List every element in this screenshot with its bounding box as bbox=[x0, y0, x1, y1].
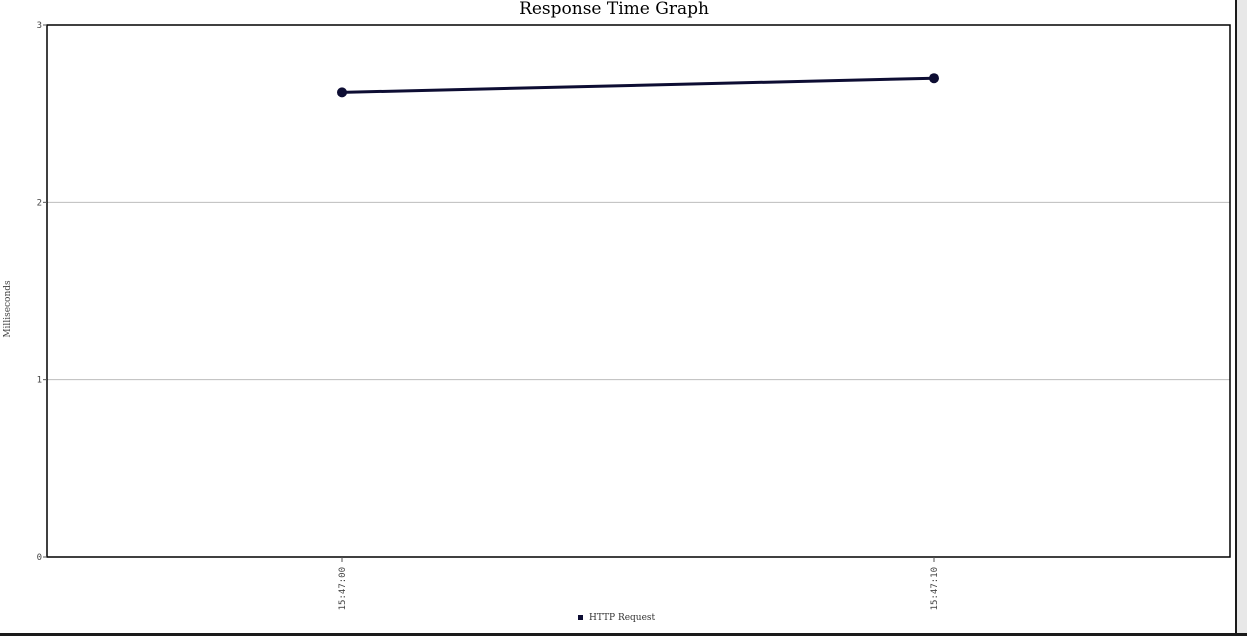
y-axis: 0 1 2 3 bbox=[37, 21, 47, 563]
y-tick-label: 1 bbox=[37, 376, 42, 386]
window-edge-right bbox=[1235, 0, 1247, 636]
y-axis-label: Milliseconds bbox=[3, 280, 13, 338]
data-point bbox=[929, 73, 939, 84]
plot-area bbox=[46, 24, 1231, 558]
x-axis: 15:47:00 15:47:10 bbox=[338, 557, 940, 610]
y-tick-label: 0 bbox=[37, 553, 42, 563]
x-tick-label: 15:47:10 bbox=[930, 567, 940, 610]
legend-swatch bbox=[578, 615, 583, 620]
y-tick-label: 2 bbox=[37, 198, 42, 208]
grid-layer bbox=[47, 201, 1230, 381]
x-tick-label: 15:47:00 bbox=[338, 567, 348, 610]
legend: HTTP Request bbox=[578, 613, 656, 623]
y-tick-label: 3 bbox=[37, 21, 42, 31]
series-layer bbox=[337, 73, 939, 98]
window-edge-bottom bbox=[0, 633, 1247, 636]
series-line bbox=[341, 76, 935, 94]
chart-title: Response Time Graph bbox=[519, 0, 709, 19]
data-point bbox=[337, 87, 347, 98]
legend-label: HTTP Request bbox=[589, 613, 656, 623]
